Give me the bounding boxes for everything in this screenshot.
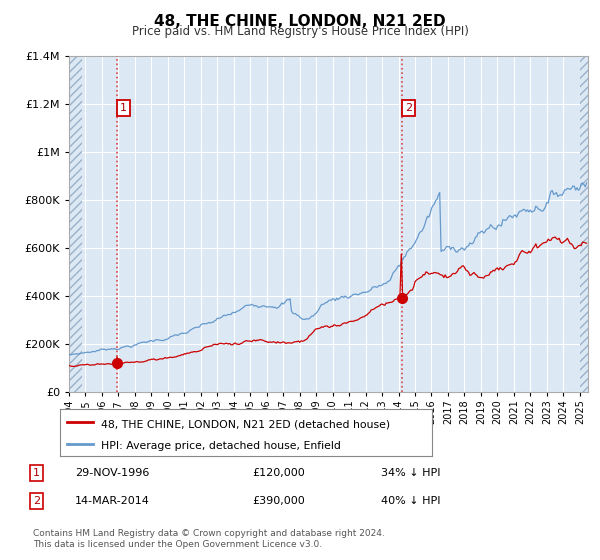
Text: 2: 2 bbox=[33, 496, 40, 506]
Text: 2: 2 bbox=[405, 103, 412, 113]
Text: HPI: Average price, detached house, Enfield: HPI: Average price, detached house, Enfi… bbox=[101, 441, 341, 451]
Bar bbox=[69, 56, 82, 392]
Text: 34% ↓ HPI: 34% ↓ HPI bbox=[381, 468, 440, 478]
Text: 1: 1 bbox=[120, 103, 127, 113]
Text: 1: 1 bbox=[33, 468, 40, 478]
Text: Contains HM Land Registry data © Crown copyright and database right 2024.
This d: Contains HM Land Registry data © Crown c… bbox=[33, 529, 385, 549]
Text: £120,000: £120,000 bbox=[252, 468, 305, 478]
Text: 14-MAR-2014: 14-MAR-2014 bbox=[75, 496, 150, 506]
Text: 29-NOV-1996: 29-NOV-1996 bbox=[75, 468, 149, 478]
Text: £390,000: £390,000 bbox=[252, 496, 305, 506]
Text: 48, THE CHINE, LONDON, N21 2ED: 48, THE CHINE, LONDON, N21 2ED bbox=[154, 14, 446, 29]
Text: Price paid vs. HM Land Registry's House Price Index (HPI): Price paid vs. HM Land Registry's House … bbox=[131, 25, 469, 38]
Text: 48, THE CHINE, LONDON, N21 2ED (detached house): 48, THE CHINE, LONDON, N21 2ED (detached… bbox=[101, 419, 390, 429]
Bar bbox=[580, 56, 588, 392]
Text: 40% ↓ HPI: 40% ↓ HPI bbox=[381, 496, 440, 506]
